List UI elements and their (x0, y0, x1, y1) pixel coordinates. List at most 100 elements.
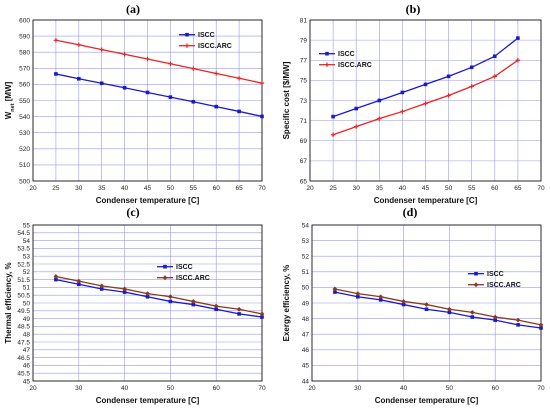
data-point (424, 307, 429, 312)
data-point (236, 306, 242, 312)
y-tick-label: 500 (19, 178, 30, 185)
x-tick-label: 20 (29, 185, 37, 192)
y-tick-label: 55 (23, 222, 31, 229)
x-axis-label: Condenser temperature [C] (96, 196, 200, 205)
y-tick-label: 560 (19, 82, 30, 89)
data-point (356, 294, 360, 299)
data-point (99, 47, 104, 52)
x-tick-label: 35 (376, 185, 384, 192)
y-tick-label: 47.5 (17, 339, 30, 346)
y-tick-label: 69 (300, 138, 308, 145)
data-point (469, 309, 475, 315)
data-point (191, 99, 196, 104)
data-point (237, 312, 241, 316)
data-point (191, 302, 196, 307)
y-tick-label: 48 (23, 332, 31, 339)
data-point (324, 62, 330, 67)
data-point (145, 291, 150, 297)
data-point (470, 315, 475, 319)
data-point (122, 52, 127, 57)
data-point (185, 32, 189, 37)
x-tick-label: 50 (446, 385, 454, 392)
data-point (260, 315, 264, 319)
y-tick-label: 520 (19, 146, 30, 153)
x-tick-label: 60 (492, 385, 500, 392)
y-tick-label: 65 (300, 178, 308, 185)
data-point (377, 98, 382, 103)
data-point (355, 291, 361, 297)
data-point (469, 84, 474, 89)
data-point (214, 71, 219, 76)
y-tick-label: 510 (19, 162, 30, 169)
data-point (446, 93, 451, 98)
y-tick-label: 47 (23, 347, 31, 354)
x-axis-label: Condenser temperature [C] (96, 396, 200, 405)
chart-panel-4: (d) 20 30 40 50 60 70 44 45 46 47 48 49 50 51 52 53 54 Con… (282, 205, 545, 405)
chart-panel-1: (a) 20 25 30 35 40 45 50 55 60 65 70 500 510 520 530 540… (4, 2, 266, 205)
panel-label: (b) (406, 2, 421, 16)
plot-frame (32, 224, 263, 382)
y-tick-label: 50 (302, 285, 310, 292)
x-tick-label: 20 (29, 385, 37, 392)
data-point (168, 95, 173, 99)
series-1 (333, 290, 543, 330)
y-tick-label: 54 (302, 222, 310, 229)
data-point (378, 298, 383, 302)
data-point (493, 54, 497, 59)
y-tick-label: 47 (302, 332, 310, 339)
legend-label: ISCC (338, 51, 355, 58)
data-point (492, 314, 498, 320)
series-2 (53, 38, 265, 86)
y-tick-label: 48.5 (17, 324, 30, 331)
legend: ISCC ISCC.ARC (319, 51, 372, 69)
y-tick-label: 53.5 (17, 246, 30, 253)
series-1 (54, 72, 264, 119)
y-tick-label: 44 (302, 378, 310, 385)
data-point (493, 318, 497, 322)
legend-label: ISCC (487, 271, 504, 278)
data-point (122, 290, 127, 294)
y-tick-label: 45 (23, 378, 31, 385)
y-tick-label: 67 (300, 158, 308, 165)
y-tick-label: 45.5 (17, 371, 30, 378)
data-point (260, 114, 264, 119)
x-tick-label: 25 (52, 185, 60, 192)
x-tick-label: 70 (537, 185, 545, 192)
data-point (236, 76, 242, 81)
data-point (377, 116, 382, 121)
data-point (325, 51, 329, 56)
data-point (168, 299, 173, 304)
data-point (515, 58, 521, 63)
data-point (184, 43, 190, 48)
data-point (424, 302, 429, 307)
data-point (145, 90, 150, 95)
y-tick-label: 52.5 (17, 261, 30, 268)
data-point (473, 282, 479, 288)
x-tick-label: 65 (235, 185, 243, 192)
x-axis-label: Condenser temperature [C] (375, 396, 479, 405)
x-tick-label: 70 (537, 385, 545, 392)
y-tick-label: 600 (19, 17, 30, 24)
chart-panel-3: (c)20 30 40 50 60 704545.54646.54747.54848.54… (4, 205, 266, 405)
data-point (99, 287, 104, 291)
data-point (400, 90, 405, 95)
data-point (354, 106, 358, 111)
y-tick-label: 46 (302, 347, 310, 354)
legend: ISCC ISCC.ARC (179, 32, 232, 50)
x-tick-label: 55 (468, 185, 476, 192)
x-tick-label: 30 (354, 385, 362, 392)
x-tick-label: 40 (121, 185, 129, 192)
x-tick-label: 45 (144, 185, 152, 192)
y-tick-label: 50 (23, 300, 31, 307)
x-tick-label: 20 (308, 385, 316, 392)
x-tick-label: 45 (422, 185, 430, 192)
data-point (122, 85, 127, 90)
data-point (378, 294, 384, 300)
x-tick-label: 30 (75, 385, 83, 392)
data-point (53, 274, 59, 279)
data-point (191, 66, 196, 71)
data-point (401, 302, 406, 307)
legend-label: ISCC (176, 264, 193, 271)
y-tick-label: 540 (19, 114, 30, 121)
